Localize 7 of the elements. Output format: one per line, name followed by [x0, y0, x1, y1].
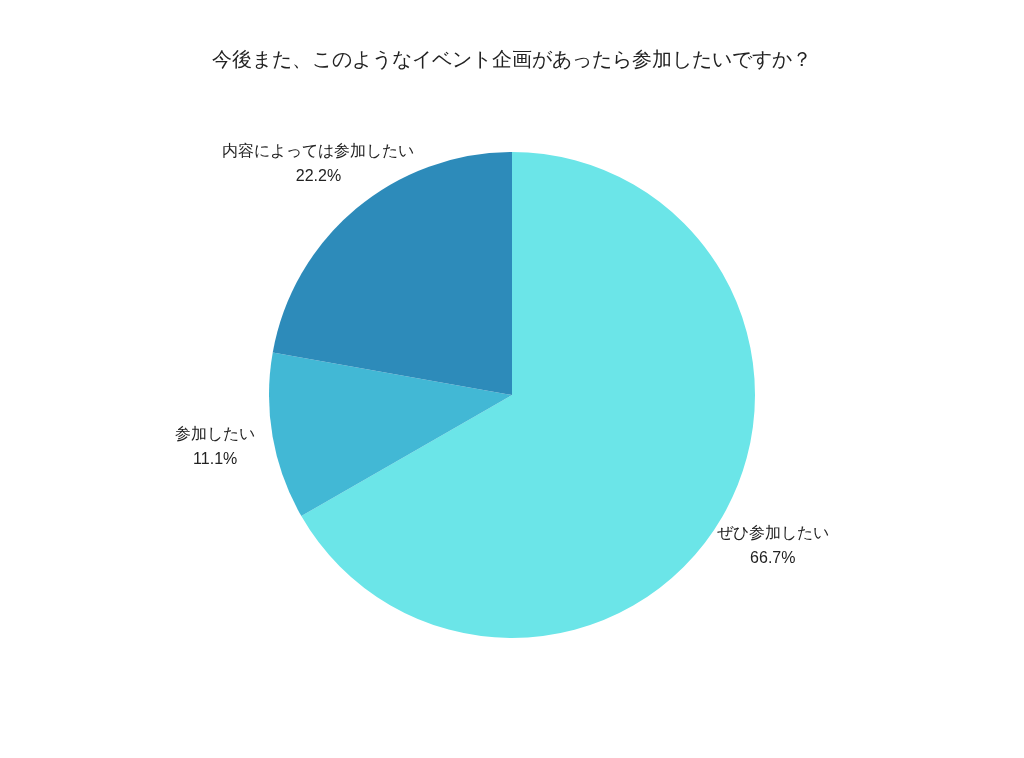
slice-label: 内容によっては参加したい — [222, 142, 415, 160]
data-label: 66.7% — [750, 549, 796, 567]
data-label: 22.2% — [295, 167, 342, 185]
chart-title: 今後また、このようなイベント企画があったら参加したいですか？ — [212, 47, 812, 70]
slice-label: ぜひ参加したい — [716, 524, 829, 542]
data-label: 11.1% — [193, 450, 238, 468]
slice-label: 参加したい — [175, 425, 256, 443]
